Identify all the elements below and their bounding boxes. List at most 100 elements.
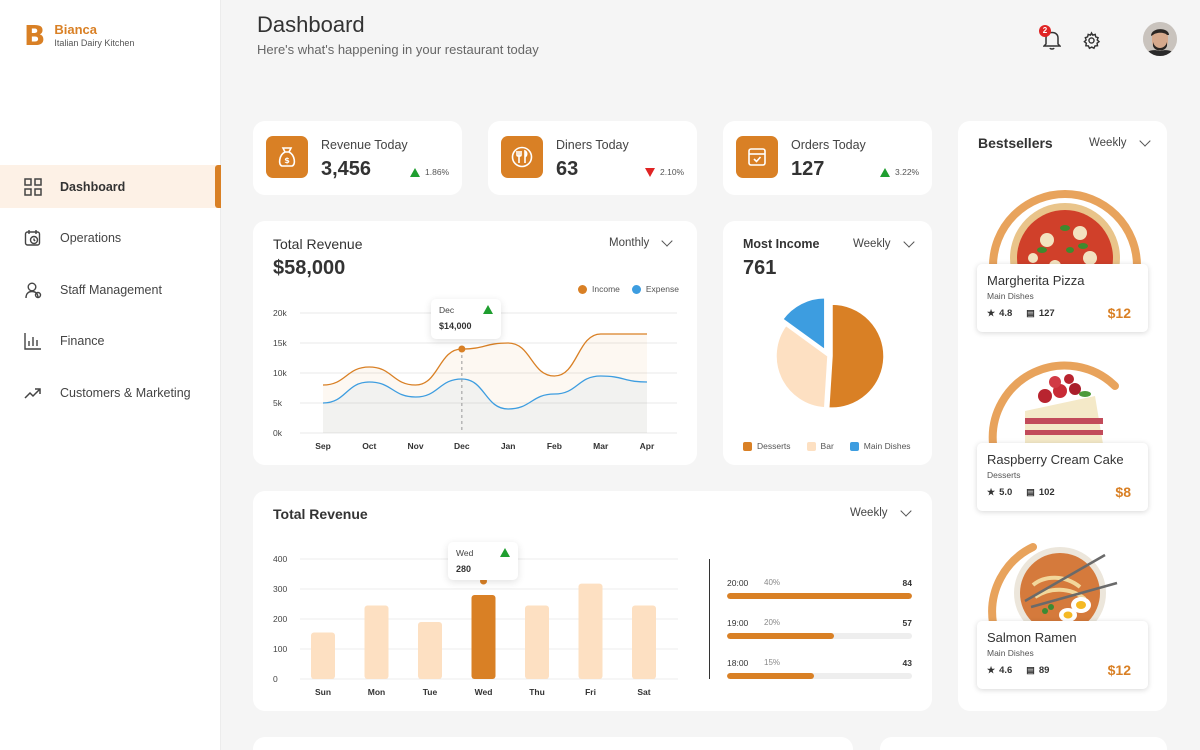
bar-tue[interactable] [418,622,442,679]
card-title: Total Revenue [273,506,368,522]
dish-meta: ★ 4.6 ▤ 89 [987,665,1049,676]
sidebar-item-customers-marketing[interactable]: Customers & Marketing [0,371,221,414]
order-box-icon [736,136,778,178]
dropdown-value: Weekly [853,238,891,250]
sidebar-item-operations[interactable]: Operations [0,217,221,260]
legend-label: Bar [820,441,834,451]
bar-sat[interactable] [632,605,656,680]
y-tick-label: 400 [273,554,287,564]
legend-swatch [631,284,641,294]
hour-percent: 15% [764,658,781,667]
x-tick-label: Apr [640,441,655,451]
x-tick-label: Wed [475,687,493,697]
orders-icon: ▤ [1026,665,1035,675]
revenue-line-chart: 20k 15k 10k 5k 0k Sep Oct Nov Dec Jan Feb Mar Apr [273,308,677,451]
dish-rating: 4.6 [999,665,1013,676]
y-tick-label: 5k [273,398,283,408]
stat-change: 3.22% [880,167,919,177]
period-dropdown[interactable]: Weekly [850,504,912,519]
legend-label: Desserts [757,441,791,451]
sidebar-item-dashboard[interactable]: Dashboard [0,165,221,208]
tooltip-label: Wed [456,548,474,558]
chart-tooltip: Wed 280 [448,542,518,580]
hour-count: 57 [902,618,912,628]
hour-time: 18:00 [727,658,749,668]
bar-sun[interactable] [311,632,335,680]
hour-percent: 40% [764,578,781,587]
dish-price: $12 [1107,662,1131,678]
most-income-pie-chart [775,297,885,409]
bestseller-item[interactable]: Salmon Ramen Main Dishes ★ 4.6 ▤ 89 $12 [977,621,1148,689]
trend-down-arrow-icon [645,167,655,177]
period-dropdown[interactable]: Weekly [1089,134,1151,149]
sidebar-item-label: Finance [60,334,105,348]
x-tick-label: Mon [368,687,385,697]
card-title: Total Revenue [273,236,363,252]
dish-price: $8 [1115,484,1131,500]
partial-card [880,737,1167,750]
bestseller-item[interactable]: Margherita Pizza Main Dishes ★ 4.8 ▤ 127… [977,264,1148,332]
dish-name: Raspberry Cream Cake [987,452,1124,467]
series-area [323,376,647,433]
bestseller-item[interactable]: Raspberry Cream Cake Desserts ★ 5.0 ▤ 10… [977,443,1148,511]
x-tick-label: Sep [315,441,331,451]
staff-icon [24,281,42,299]
settings-button[interactable] [1081,30,1101,50]
x-tick-label: Sun [315,687,331,697]
star-icon: ★ [987,487,996,497]
pie-slice-bar [775,324,829,409]
highlight-point [458,345,466,353]
x-tick-label: Nov [408,441,424,451]
hour-time: 20:00 [727,578,749,588]
hour-count: 43 [902,658,912,668]
partial-card [253,737,853,750]
bar-thu[interactable] [525,605,549,680]
dish-rating: 4.8 [999,308,1013,319]
bar-mon[interactable] [364,605,389,680]
legend-desserts: Desserts [743,441,791,451]
stat-value: 127 [791,158,825,180]
orders-today-card: Orders Today 127 3.22% [723,121,932,195]
series-area [323,334,647,433]
period-dropdown[interactable]: Monthly [609,234,673,249]
weekly-revenue-bar-chart: 400 300 200 100 0 Sun Mon Tue Wed Thu Fri Sat [273,554,678,697]
pizza-icon [989,190,1141,268]
orders-icon: ▤ [1026,308,1035,318]
legend-label: Main Dishes [863,441,911,451]
trend-up-arrow-icon [880,167,890,177]
avatar[interactable] [1143,22,1177,56]
sidebar-nav: Dashboard Operations Staff Management Fi… [0,165,221,423]
sidebar-item-label: Dashboard [60,179,126,194]
total-revenue-amount: $58,000 [273,257,346,279]
stat-change-value: 1.86% [425,167,450,177]
chart-tooltip: Dec $14,000 [431,299,501,339]
chart-legend: Desserts Bar Main Dishes [743,441,911,451]
sidebar-item-finance[interactable]: Finance [0,320,221,363]
dish-meta: ★ 4.8 ▤ 127 [987,308,1055,319]
sidebar-item-label: Operations [60,231,122,245]
progress-track [727,633,912,639]
dish-category: Main Dishes [987,648,1034,658]
brand-logo[interactable]: B Bianca Italian Dairy Kitchen [24,22,134,50]
legend-swatch [743,441,752,451]
tooltip-value: $14,000 [439,321,472,331]
sidebar: B Bianca Italian Dairy Kitchen Dashboard… [0,0,221,750]
sidebar-item-staff-management[interactable]: Staff Management [0,268,221,311]
period-dropdown[interactable]: Weekly [853,235,915,250]
stat-change-value: 2.10% [660,167,685,177]
dish-orders: 89 [1038,665,1050,676]
legend-swatch [578,284,587,294]
money-bag-icon: $ [266,136,308,178]
dropdown-value: Weekly [1089,137,1127,149]
y-tick-label: 100 [273,644,287,654]
brand-name: Bianca [54,22,97,37]
y-tick-label: 15k [273,338,287,348]
x-tick-label: Jan [501,441,516,451]
bar-wed[interactable] [471,595,496,679]
dish-orders: 127 [1038,308,1055,319]
bar-chart-icon [24,332,42,350]
progress-track [727,593,912,599]
bar-fri[interactable] [578,583,603,679]
hour-progress-row: 18:00 15% 43 [727,658,912,688]
dropdown-value: Weekly [850,507,888,519]
